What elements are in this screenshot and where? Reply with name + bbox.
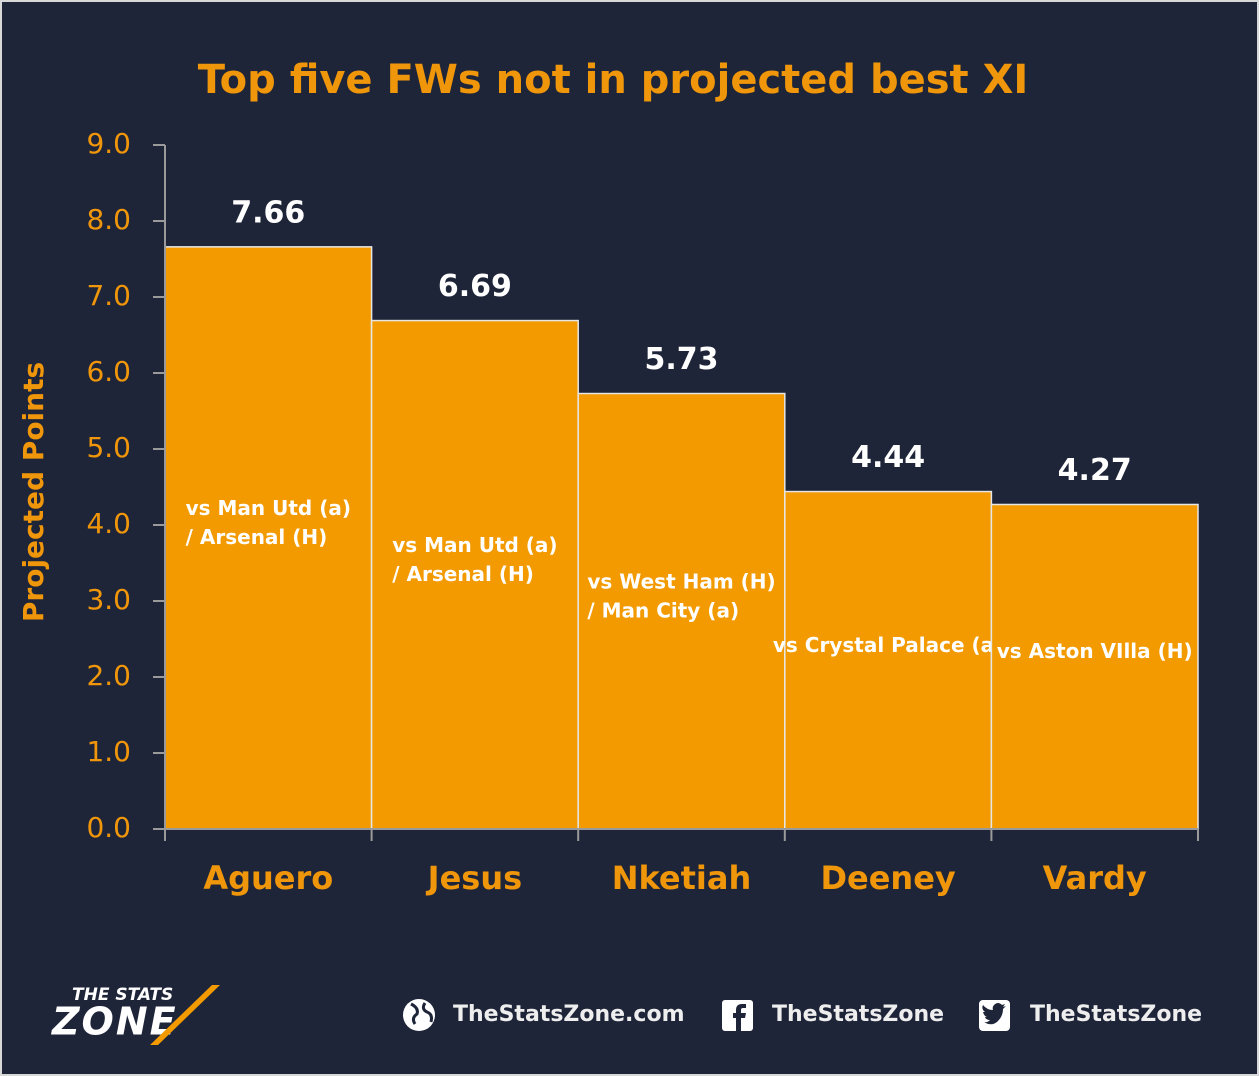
bar (784, 490, 993, 830)
x-tick-label: Jesus (426, 859, 522, 897)
y-tick-label: 5.0 (86, 431, 131, 464)
website-link[interactable]: TheStatsZone.com (403, 999, 685, 1031)
x-tick-label: Vardy (1043, 859, 1147, 897)
y-tick-label: 4.0 (86, 507, 131, 540)
logo-swoosh (150, 985, 220, 1045)
bar-annotation: vs Man Utd (a) (392, 533, 557, 557)
footer: THE STATS ZONE TheStatsZone.com TheStats… (51, 985, 1202, 1045)
bar (164, 246, 373, 830)
logo: THE STATS ZONE (51, 985, 220, 1045)
twitter-text: TheStatsZone (1030, 1002, 1202, 1027)
bar-annotation: / Man City (a) (587, 598, 739, 622)
bar-annotation: vs West Ham (H) (587, 569, 775, 593)
y-tick-label: 9.0 (86, 127, 131, 160)
x-tick-label: Nketiah (612, 859, 752, 897)
value-label: 7.66 (231, 195, 305, 230)
bar-annotation: / Arsenal (H) (392, 562, 534, 586)
facebook-text: TheStatsZone (772, 1002, 944, 1027)
facebook-link[interactable]: TheStatsZone (722, 1000, 944, 1031)
y-tick-label: 8.0 (86, 203, 131, 236)
x-tick-label: Deeney (820, 859, 955, 897)
chart-title: Top five FWs not in projected best XI (198, 57, 1029, 103)
bar-annotation: vs Aston VIlla (H) (997, 639, 1193, 663)
value-label: 4.27 (1058, 453, 1132, 488)
logo-bottom: ZONE (51, 1000, 178, 1044)
value-label: 6.69 (438, 269, 512, 304)
bar-annotation: vs Crystal Palace (a) (773, 633, 1003, 657)
facebook-glyph (733, 1004, 746, 1031)
globe-icon (403, 999, 435, 1031)
x-tick-label: Aguero (203, 859, 333, 897)
bar-annotation: / Arsenal (H) (186, 525, 328, 549)
bar (577, 392, 786, 830)
plot-area: 7.66 vs Man Utd (a) / Arsenal (H) Aguero 6.6… (86, 127, 1199, 897)
y-tick-label: 0.0 (86, 811, 131, 844)
twitter-glyph (982, 1003, 1006, 1025)
bar-annotation: vs Man Utd (a) (186, 496, 351, 520)
website-text: TheStatsZone.com (453, 1002, 685, 1027)
bar (990, 503, 1199, 830)
y-tick-label: 1.0 (86, 735, 131, 768)
value-label: 4.44 (851, 440, 925, 475)
y-tick-label: 3.0 (86, 583, 131, 616)
y-axis-label: Projected Points (17, 362, 50, 622)
globe-detail (410, 1002, 433, 1025)
logo-top: THE STATS (72, 985, 173, 1005)
value-label: 5.73 (644, 342, 718, 377)
y-tick-label: 7.0 (86, 279, 131, 312)
bar (370, 319, 579, 830)
y-tick-label: 6.0 (86, 355, 131, 388)
twitter-link[interactable]: TheStatsZone (979, 1000, 1202, 1031)
y-tick-label: 2.0 (86, 659, 131, 692)
